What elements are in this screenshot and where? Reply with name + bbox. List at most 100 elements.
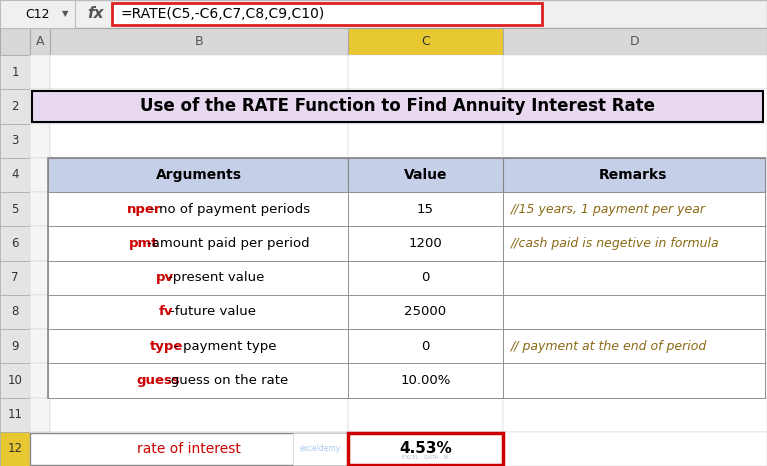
- Text: -amount paid per period: -amount paid per period: [146, 237, 309, 250]
- Text: pmt: pmt: [130, 237, 159, 250]
- Text: rate of interest: rate of interest: [137, 442, 241, 456]
- Text: 10: 10: [8, 374, 22, 387]
- Text: D: D: [630, 35, 640, 48]
- Bar: [0, 0, 767, 28]
- Bar: [30, 28, 50, 55]
- Text: 5: 5: [12, 203, 18, 216]
- Bar: [50, 192, 348, 226]
- Bar: [50, 432, 348, 466]
- Bar: [48, 158, 765, 397]
- Text: 0: 0: [421, 271, 430, 284]
- Text: 12: 12: [8, 442, 22, 455]
- Bar: [30, 433, 348, 465]
- Bar: [0, 226, 30, 260]
- Bar: [50, 260, 348, 295]
- Bar: [50, 397, 348, 432]
- Text: 3: 3: [12, 134, 18, 147]
- Bar: [348, 433, 503, 465]
- Bar: [348, 89, 503, 123]
- Bar: [348, 226, 503, 260]
- Bar: [503, 397, 767, 432]
- Bar: [50, 158, 348, 192]
- Text: Value: Value: [403, 168, 447, 182]
- Bar: [0, 89, 30, 123]
- Bar: [30, 397, 50, 432]
- Bar: [503, 28, 767, 55]
- Bar: [348, 260, 503, 295]
- Bar: [30, 55, 50, 89]
- Text: pv: pv: [156, 271, 174, 284]
- Text: fv: fv: [159, 305, 173, 318]
- Bar: [48, 192, 348, 226]
- Bar: [30, 295, 50, 329]
- Text: 1: 1: [12, 66, 18, 79]
- Bar: [348, 28, 503, 55]
- Bar: [50, 123, 348, 158]
- Bar: [503, 295, 767, 329]
- Bar: [48, 363, 348, 397]
- Bar: [503, 260, 767, 295]
- Bar: [503, 226, 765, 260]
- Bar: [348, 226, 503, 260]
- Text: 11: 11: [8, 408, 22, 421]
- Bar: [30, 329, 50, 363]
- Bar: [348, 55, 503, 89]
- Bar: [0, 397, 30, 432]
- Text: 10.00%: 10.00%: [400, 374, 451, 387]
- Text: -guess on the rate: -guess on the rate: [166, 374, 288, 387]
- Text: nper: nper: [127, 203, 161, 216]
- Text: - no of payment periods: - no of payment periods: [150, 203, 310, 216]
- Bar: [0, 295, 30, 329]
- Bar: [0, 158, 30, 192]
- Bar: [293, 433, 348, 465]
- Bar: [48, 329, 348, 363]
- Text: 1200: 1200: [409, 237, 443, 250]
- Bar: [0, 28, 30, 55]
- Bar: [30, 123, 50, 158]
- Bar: [503, 432, 767, 466]
- Bar: [50, 89, 348, 123]
- Bar: [348, 260, 503, 295]
- Bar: [503, 123, 767, 158]
- Bar: [0, 260, 30, 295]
- Bar: [0, 0, 75, 28]
- Text: 8: 8: [12, 305, 18, 318]
- Bar: [348, 158, 503, 192]
- Bar: [503, 363, 767, 397]
- Bar: [30, 158, 50, 192]
- Text: 15: 15: [417, 203, 434, 216]
- Bar: [48, 260, 348, 295]
- Bar: [348, 363, 503, 397]
- Bar: [30, 89, 50, 123]
- Bar: [30, 192, 50, 226]
- Text: 4.53%: 4.53%: [399, 441, 452, 456]
- Text: type: type: [150, 340, 183, 353]
- Bar: [50, 28, 348, 55]
- Bar: [503, 260, 765, 295]
- Bar: [48, 295, 348, 329]
- Bar: [503, 329, 767, 363]
- Bar: [0, 192, 30, 226]
- Text: guess: guess: [137, 374, 180, 387]
- Bar: [348, 363, 503, 397]
- Bar: [348, 158, 503, 192]
- Bar: [112, 3, 542, 25]
- Bar: [348, 329, 503, 363]
- Text: B: B: [195, 35, 203, 48]
- Bar: [348, 329, 503, 363]
- Bar: [0, 123, 30, 158]
- Bar: [348, 295, 503, 329]
- Bar: [503, 55, 767, 89]
- Text: 9: 9: [12, 340, 18, 353]
- Text: -present value: -present value: [168, 271, 264, 284]
- Bar: [348, 397, 503, 432]
- Bar: [0, 363, 30, 397]
- Bar: [30, 260, 50, 295]
- Text: 7: 7: [12, 271, 18, 284]
- Text: //cash paid is negetive in formula: //cash paid is negetive in formula: [511, 237, 719, 250]
- Bar: [32, 91, 763, 122]
- Bar: [503, 295, 765, 329]
- Text: exceldemy: exceldemy: [300, 445, 341, 453]
- Text: Remarks: Remarks: [599, 168, 667, 182]
- Bar: [0, 432, 30, 466]
